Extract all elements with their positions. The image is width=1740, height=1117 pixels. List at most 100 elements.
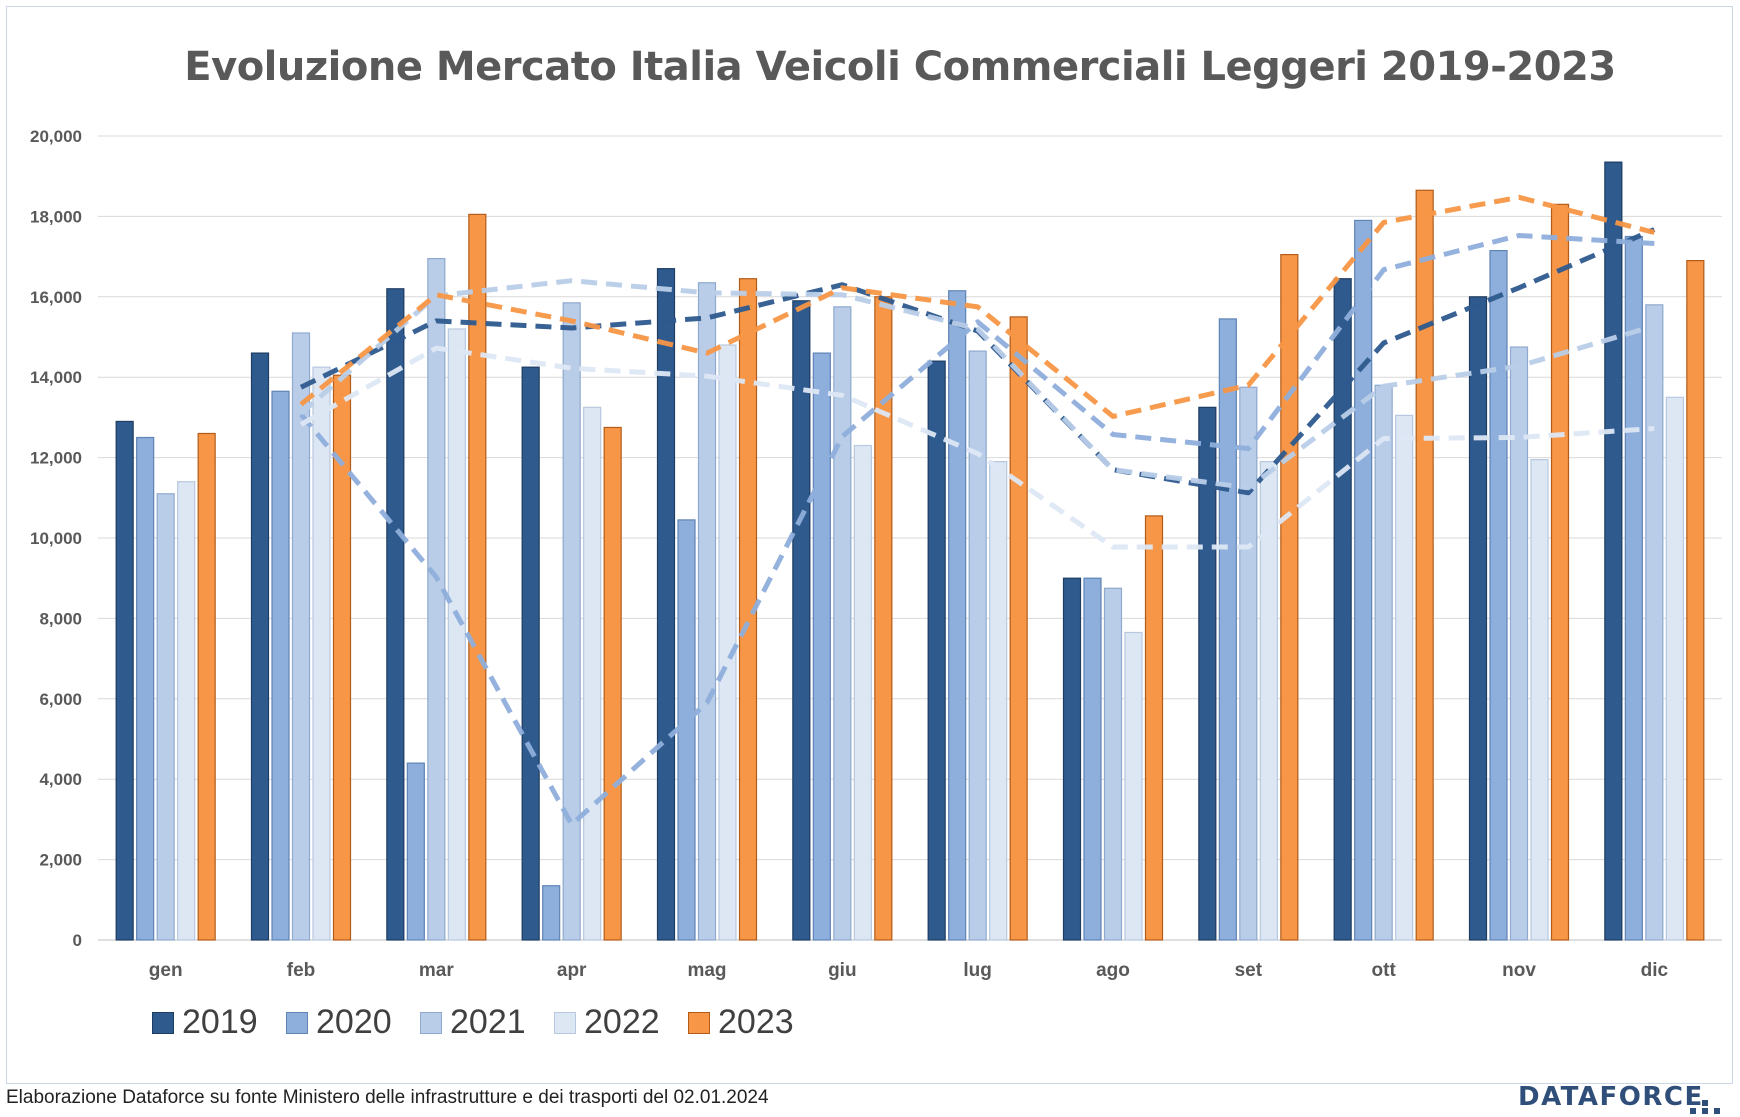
bar-2021-feb: [291, 332, 311, 941]
bar-2021-mag: [697, 282, 717, 941]
legend-item-2020: 2020: [286, 1003, 420, 1042]
x-tick-label: lug: [963, 960, 992, 981]
y-tick-label: 2,000: [39, 851, 82, 870]
y-tick-label: 16,000: [30, 288, 82, 307]
x-tick-label: feb: [287, 960, 316, 981]
trendline-2022: [299, 345, 1655, 550]
bar-2020-apr: [542, 885, 561, 941]
bar-2020-ott: [1354, 219, 1373, 941]
bar-2019-nov: [1468, 296, 1488, 941]
bar-2021-giu: [833, 306, 852, 941]
y-tick-label: 14,000: [30, 368, 82, 387]
bar-2019-giu: [792, 300, 811, 941]
bar-2022-giu: [853, 444, 872, 941]
bar-2019-dic: [1604, 161, 1623, 941]
bar-2021-nov: [1509, 346, 1529, 941]
legend-label: 2022: [584, 1003, 660, 1041]
bar-2023-dic: [1686, 260, 1705, 941]
legend-label: 2019: [182, 1003, 258, 1041]
bar-2022-feb: [312, 366, 331, 941]
y-tick-label: 10,000: [30, 529, 82, 548]
x-tick-label: gen: [149, 960, 183, 981]
bar-2022-ott: [1395, 414, 1414, 941]
bar-2021-ott: [1374, 384, 1393, 941]
bar-2023-set: [1280, 253, 1299, 941]
y-tick-label: 8,000: [39, 609, 82, 628]
y-tick-label: 0: [73, 931, 82, 950]
bar-2023-mar: [468, 213, 487, 941]
brand-logo: DATAFORCE: [1518, 1082, 1704, 1112]
legend-item-2022: 2022: [554, 1003, 688, 1042]
bar-2022-lug: [989, 461, 1008, 941]
bar-2019-ago: [1062, 577, 1082, 941]
bar-2021-ago: [1103, 587, 1123, 941]
bar-2022-mar: [447, 328, 466, 941]
legend-swatch: [688, 1011, 710, 1034]
bar-2020-mag: [677, 519, 696, 941]
bar-2019-mar: [386, 288, 405, 941]
legend-label: 2021: [450, 1003, 526, 1041]
legend-label: 2020: [316, 1003, 392, 1041]
x-tick-label: mag: [687, 960, 726, 981]
x-tick-label: giu: [828, 960, 857, 981]
bar-2020-giu: [812, 352, 831, 941]
x-tick-label: ott: [1372, 960, 1397, 981]
bar-2020-set: [1218, 318, 1237, 941]
x-tick-label: apr: [557, 960, 587, 981]
bar-2022-mag: [718, 344, 737, 941]
bar-2022-gen: [177, 481, 196, 941]
bar-2021-gen: [156, 493, 175, 941]
source-note: Elaborazione Dataforce su fonte Minister…: [6, 1087, 769, 1108]
trendline-2023: [299, 194, 1655, 419]
bar-2019-lug: [927, 360, 946, 941]
bar-2020-nov: [1489, 249, 1508, 941]
chart-title: Evoluzione Mercato Italia Veicoli Commer…: [184, 44, 1616, 90]
bar-2021-apr: [562, 302, 581, 941]
trendline-2020: [299, 233, 1655, 827]
x-tick-label: ago: [1096, 960, 1130, 981]
bar-2021-lug: [968, 350, 987, 941]
x-tick-label: nov: [1502, 960, 1536, 981]
bar-2023-nov: [1550, 203, 1570, 941]
legend-swatch: [420, 1011, 442, 1034]
bar-2019-mag: [656, 268, 676, 941]
legend-label: 2023: [718, 1003, 794, 1041]
bar-2022-nov: [1530, 459, 1549, 941]
brand-logo-dots: [1690, 1100, 1720, 1114]
bar-2020-feb: [271, 390, 290, 941]
bar-2023-ott: [1415, 189, 1434, 941]
bar-2023-gen: [197, 432, 216, 941]
bar-2020-ago: [1083, 577, 1102, 941]
trendline-2021: [299, 278, 1656, 491]
y-tick-label: 18,000: [30, 207, 82, 226]
x-tick-label: dic: [1641, 960, 1669, 981]
bar-2019-gen: [115, 420, 134, 941]
bar-2022-dic: [1665, 396, 1684, 941]
x-tick-label: mar: [419, 960, 454, 981]
x-tick-label: set: [1235, 960, 1263, 981]
bar-2020-dic: [1624, 235, 1643, 941]
y-tick-label: 4,000: [39, 770, 82, 789]
legend-item-2023: 2023: [688, 1003, 822, 1042]
chart-legend: 2019 2020 2021 2022 2023: [152, 1003, 822, 1042]
bar-2023-ago: [1144, 515, 1164, 941]
legend-swatch: [554, 1011, 576, 1034]
bar-2022-set: [1259, 461, 1278, 941]
legend-swatch: [152, 1011, 174, 1034]
bar-2019-set: [1198, 406, 1217, 941]
bar-2021-set: [1239, 386, 1258, 941]
y-tick-label: 20,000: [30, 127, 82, 146]
bar-2023-giu: [874, 296, 893, 941]
bar-2020-mar: [406, 762, 425, 941]
bar-2021-mar: [427, 258, 446, 941]
legend-swatch: [286, 1011, 308, 1034]
legend-item-2019: 2019: [152, 1003, 286, 1042]
y-tick-label: 6,000: [39, 690, 82, 709]
chart-frame: [6, 6, 1733, 1084]
bar-2020-gen: [136, 436, 155, 941]
bar-2019-ott: [1333, 278, 1352, 941]
bar-2020-lug: [948, 290, 967, 941]
bar-2023-lug: [1009, 316, 1028, 941]
bar-2021-dic: [1645, 304, 1664, 941]
